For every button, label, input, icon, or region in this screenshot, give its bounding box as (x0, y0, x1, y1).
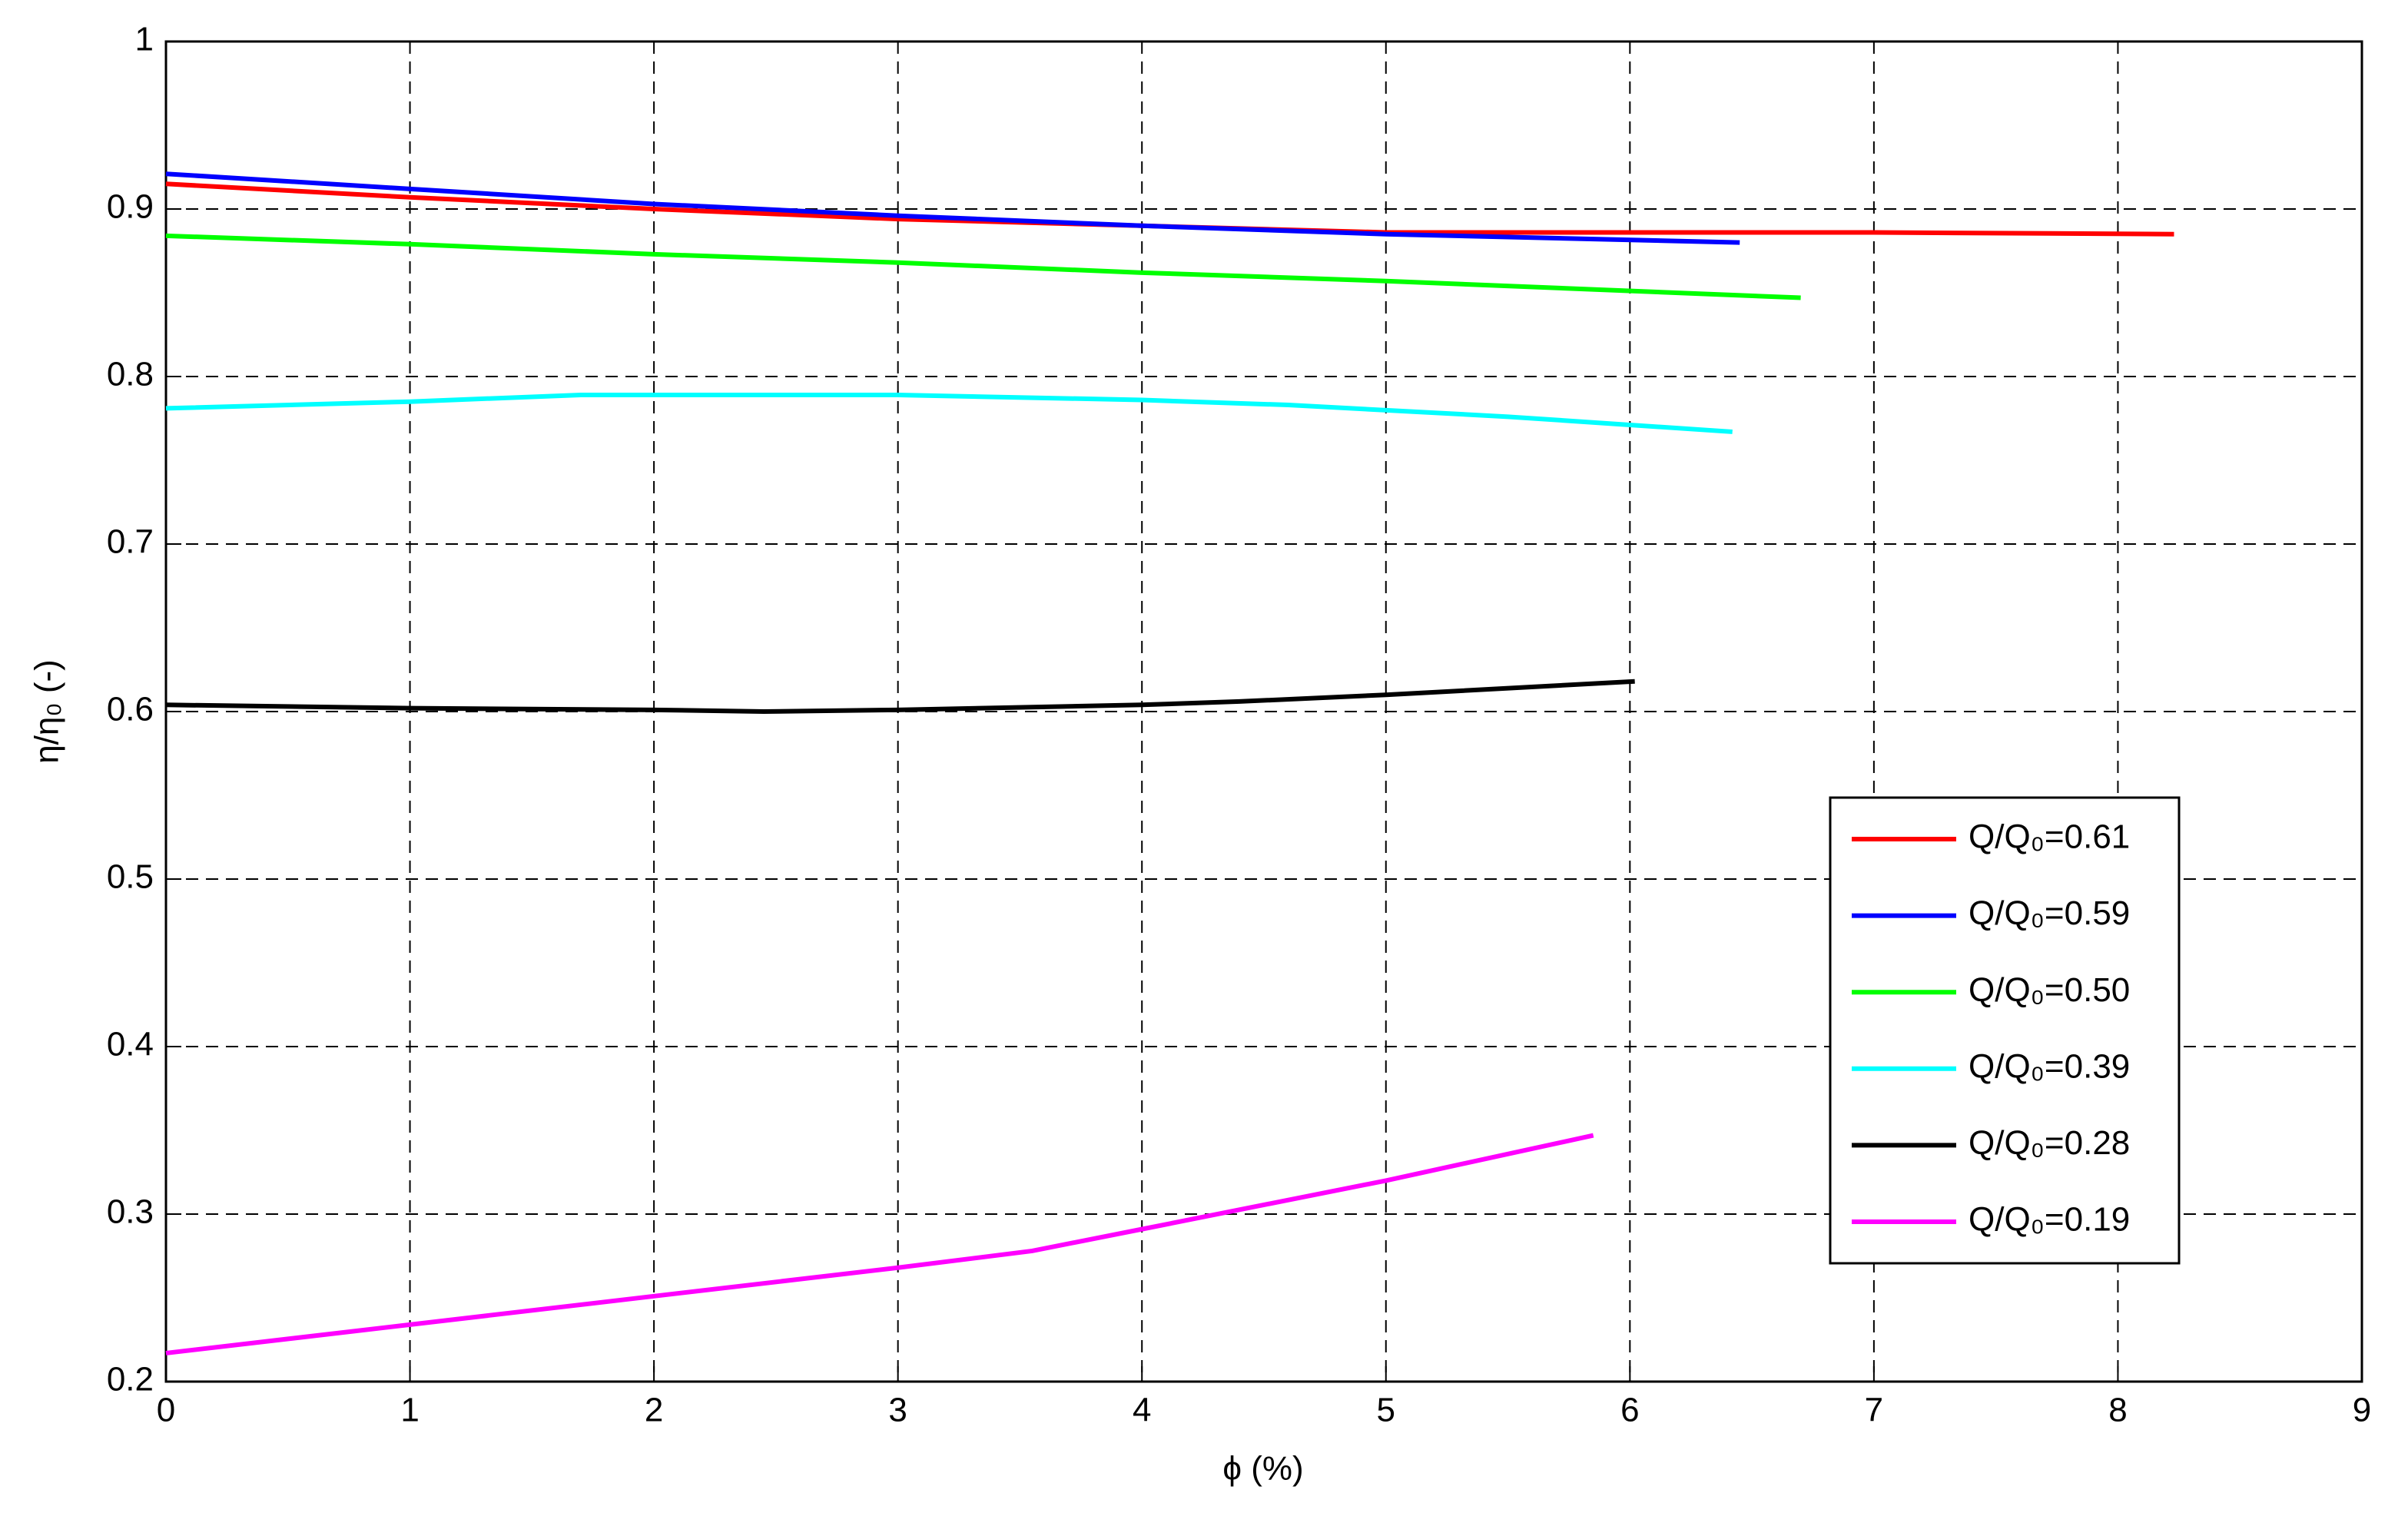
legend-label: Q/Q₀=0.50 (1969, 971, 2130, 1009)
x-axis-label: ϕ (%) (1222, 1450, 1303, 1488)
legend-label: Q/Q₀=0.19 (1969, 1201, 2130, 1239)
series-line (165, 171, 1740, 245)
series-line (165, 1133, 1594, 1355)
series-line (165, 233, 1801, 300)
y-tick-label: 0.8 (107, 356, 154, 393)
y-tick-label: 0.6 (107, 691, 154, 728)
x-tick-label: 2 (645, 1392, 663, 1429)
x-tick-label: 7 (1865, 1392, 1883, 1429)
x-tick-label: 3 (888, 1392, 907, 1429)
y-tick-label: 0.7 (107, 523, 154, 561)
x-tick-label: 9 (2353, 1392, 2371, 1429)
legend-label: Q/Q₀=0.39 (1969, 1047, 2130, 1085)
y-tick-label: 0.4 (107, 1026, 154, 1063)
x-tick-label: 5 (1377, 1392, 1395, 1429)
x-tick-label: 4 (1133, 1392, 1151, 1429)
y-tick-label: 0.9 (107, 188, 154, 226)
legend-box (1829, 796, 2181, 1265)
axes-box (164, 40, 2363, 1383)
legend-label: Q/Q₀=0.59 (1969, 894, 2130, 932)
x-tick-label: 6 (1620, 1392, 1639, 1429)
y-tick-label: 0.3 (107, 1193, 154, 1231)
legend-label: Q/Q₀=0.61 (1969, 818, 2130, 856)
y-tick-label: 0.5 (107, 858, 154, 896)
x-tick-label: 1 (400, 1392, 419, 1429)
series-line (165, 392, 1733, 434)
x-tick-label: 8 (2108, 1392, 2127, 1429)
y-tick-label: 1 (135, 21, 154, 58)
series-line (165, 679, 1635, 715)
x-tick-label: 0 (157, 1392, 175, 1429)
legend-label: Q/Q₀=0.28 (1969, 1124, 2130, 1162)
y-tick-label: 0.2 (107, 1361, 154, 1399)
y-axis-label: η/η₀ (-) (28, 659, 66, 764)
